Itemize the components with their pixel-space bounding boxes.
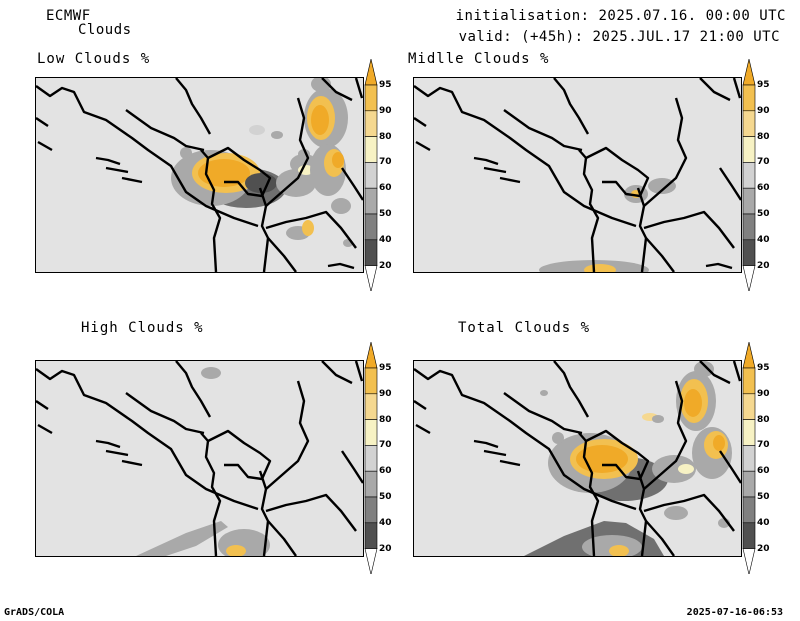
colorbar-segment xyxy=(364,84,378,112)
colorbar-segment xyxy=(742,239,756,266)
colorbar-tick-label: 90 xyxy=(379,105,392,116)
colorbar-segment xyxy=(364,136,378,163)
colorbar-segment xyxy=(364,367,378,395)
colorbar-segment xyxy=(742,136,756,163)
colorbar-tick-label: 60 xyxy=(379,183,392,194)
low-clouds-title: Low Clouds % xyxy=(37,51,151,67)
country-borders xyxy=(414,361,741,556)
colorbar-over-triangle xyxy=(364,59,378,86)
colorbar-low: 95 90 80 70 60 50 40 20 xyxy=(364,59,404,291)
country-borders xyxy=(36,361,363,556)
colorbar-tick-label: 90 xyxy=(757,388,770,399)
colorbar-tick-label: 95 xyxy=(379,363,392,373)
colorbar-segment xyxy=(364,496,378,524)
colorbar-segment xyxy=(742,445,756,472)
colorbar-segment xyxy=(742,110,756,137)
colorbar-segment xyxy=(742,496,756,524)
cloud-cover-field xyxy=(171,78,353,247)
middle-clouds-map xyxy=(413,77,742,273)
colorbar-tick-label: 20 xyxy=(379,260,392,271)
valid-time: valid: (+45h): 2025.JUL.17 21:00 UTC xyxy=(458,29,780,45)
colorbar-tick-label: 90 xyxy=(379,388,392,399)
colorbar-under-triangle xyxy=(742,548,756,574)
colorbar-tick-label: 70 xyxy=(757,157,770,168)
footer-software: GrADS/COLA xyxy=(4,607,65,618)
colorbar-segment xyxy=(364,162,378,189)
colorbar-tick-label: 20 xyxy=(757,260,770,271)
colorbar-over-triangle xyxy=(742,342,756,369)
high-clouds-map xyxy=(35,360,364,557)
cloud-cover-field xyxy=(136,367,270,556)
colorbar-total: 95 90 80 70 60 50 40 20 xyxy=(742,342,782,574)
country-borders xyxy=(414,78,741,272)
colorbar-segment xyxy=(742,187,756,215)
colorbar-segment xyxy=(742,162,756,189)
colorbar-segment xyxy=(364,239,378,266)
colorbar-tick-label: 80 xyxy=(379,414,392,425)
colorbar-tick-label: 40 xyxy=(757,234,770,245)
colorbar-tick-label: 60 xyxy=(379,466,392,477)
colorbar-under-triangle xyxy=(364,265,378,291)
middle-clouds-title: Midlle Clouds % xyxy=(408,51,550,67)
colorbar-tick-label: 50 xyxy=(379,209,392,219)
colorbar-segment xyxy=(364,187,378,215)
colorbar-tick-label: 70 xyxy=(379,157,392,168)
total-clouds-map xyxy=(413,360,742,557)
colorbar-segment xyxy=(742,213,756,241)
total-clouds-title: Total Clouds % xyxy=(458,320,591,336)
colorbar-segment xyxy=(742,419,756,446)
colorbar-high: 95 90 80 70 60 50 40 20 xyxy=(364,342,404,574)
colorbar-tick-label: 95 xyxy=(757,363,770,373)
colorbar-segment xyxy=(742,367,756,395)
colorbar-segment xyxy=(364,213,378,241)
colorbar-tick-label: 50 xyxy=(757,209,770,219)
init-time: initialisation: 2025.07.16. 00:00 UTC xyxy=(455,8,786,24)
colorbar-segment xyxy=(742,522,756,549)
colorbar-segment xyxy=(364,522,378,549)
colorbar-segment xyxy=(364,419,378,446)
colorbar-tick-label: 80 xyxy=(757,414,770,425)
footer-timestamp: 2025-07-16-06:53 xyxy=(686,607,783,618)
colorbar-segment xyxy=(364,445,378,472)
colorbar-tick-label: 50 xyxy=(379,492,392,502)
model-title: ECMWF xyxy=(46,8,91,24)
country-borders xyxy=(36,78,363,272)
colorbar-tick-label: 70 xyxy=(757,440,770,451)
colorbar-over-triangle xyxy=(364,342,378,369)
colorbar-tick-label: 95 xyxy=(379,80,392,90)
low-clouds-map xyxy=(35,77,364,273)
colorbar-tick-label: 20 xyxy=(379,543,392,554)
colorbar-tick-label: 40 xyxy=(379,234,392,245)
colorbar-tick-label: 40 xyxy=(757,517,770,528)
colorbar-segment xyxy=(742,470,756,498)
colorbar-tick-label: 80 xyxy=(379,131,392,142)
colorbar-tick-label: 70 xyxy=(379,440,392,451)
colorbar-under-triangle xyxy=(742,265,756,291)
colorbar-over-triangle xyxy=(742,59,756,86)
colorbar-segment xyxy=(742,84,756,112)
colorbar-tick-label: 60 xyxy=(757,466,770,477)
colorbar-segment xyxy=(364,470,378,498)
product-title: Clouds xyxy=(78,22,132,38)
colorbar-tick-label: 60 xyxy=(757,183,770,194)
colorbar-tick-label: 90 xyxy=(757,105,770,116)
colorbar-segment xyxy=(364,110,378,137)
colorbar-under-triangle xyxy=(364,548,378,574)
colorbar-tick-label: 80 xyxy=(757,131,770,142)
colorbar-tick-label: 95 xyxy=(757,80,770,90)
colorbar-middle: 95 90 80 70 60 50 40 20 xyxy=(742,59,782,291)
high-clouds-title: High Clouds % xyxy=(81,320,204,336)
colorbar-segment xyxy=(364,393,378,420)
colorbar-tick-label: 40 xyxy=(379,517,392,528)
colorbar-segment xyxy=(742,393,756,420)
colorbar-tick-label: 20 xyxy=(757,543,770,554)
colorbar-tick-label: 50 xyxy=(757,492,770,502)
